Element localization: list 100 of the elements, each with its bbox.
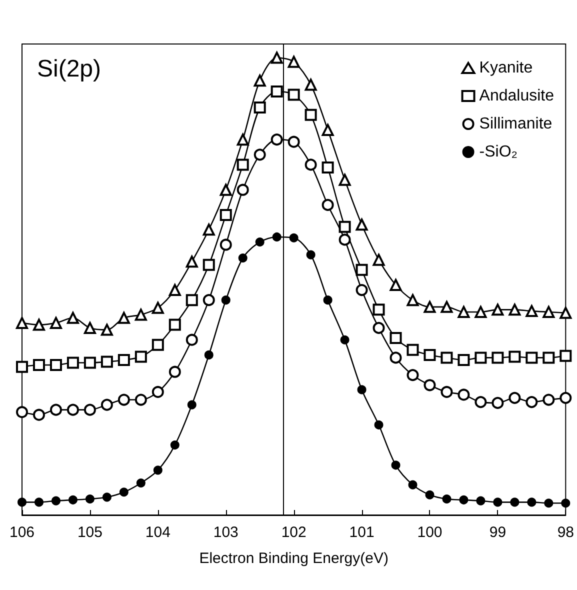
- point: [84, 356, 96, 369]
- point: [476, 496, 486, 506]
- point: [16, 316, 28, 329]
- point: [493, 498, 502, 507]
- point: [390, 352, 402, 364]
- point: [306, 250, 316, 260]
- point: [458, 306, 470, 318]
- point: [34, 498, 44, 507]
- point: [424, 300, 436, 313]
- point: [66, 404, 79, 416]
- point: [100, 398, 113, 411]
- legend-label: Kyanite: [479, 60, 533, 76]
- x-tick-label: 101: [349, 524, 374, 541]
- point: [50, 359, 62, 372]
- point: [340, 335, 350, 344]
- point: [136, 478, 146, 488]
- point: [322, 198, 334, 211]
- point: [474, 396, 487, 408]
- point: [118, 394, 130, 406]
- point: [542, 394, 555, 406]
- point: [186, 256, 198, 268]
- point: [288, 56, 300, 68]
- point: [50, 316, 62, 329]
- x-tick-label: 100: [417, 524, 442, 541]
- point: [560, 392, 572, 404]
- point: [526, 352, 538, 364]
- point: [236, 184, 249, 196]
- point: [100, 356, 113, 368]
- point: [288, 88, 300, 101]
- point: [170, 440, 180, 450]
- point: [204, 350, 214, 360]
- point: [458, 388, 470, 401]
- point: [425, 490, 434, 500]
- point: [542, 306, 555, 318]
- point: [304, 78, 317, 91]
- point: [508, 392, 521, 404]
- point: [118, 354, 130, 366]
- point: [560, 350, 572, 362]
- point: [84, 404, 96, 416]
- point: [134, 394, 147, 406]
- point: [544, 498, 554, 508]
- point: [323, 296, 332, 305]
- point: [16, 406, 28, 418]
- point: [66, 356, 79, 369]
- point: [440, 386, 453, 398]
- point: [372, 254, 385, 266]
- point: [32, 318, 45, 331]
- point: [254, 74, 266, 87]
- point: [322, 161, 334, 174]
- point: [33, 408, 45, 421]
- point: [238, 254, 248, 263]
- point: [118, 312, 130, 324]
- x-tick-label: 99: [489, 524, 506, 541]
- point: [85, 494, 94, 504]
- point: [152, 338, 164, 351]
- point: [102, 492, 112, 502]
- point: [168, 284, 181, 296]
- point: [440, 352, 453, 364]
- point: [527, 498, 536, 507]
- point: [50, 404, 62, 416]
- point: [236, 158, 249, 171]
- point: [424, 348, 436, 361]
- point: [270, 52, 283, 64]
- point: [372, 304, 385, 316]
- point: [424, 379, 436, 392]
- point: [510, 498, 520, 507]
- point: [391, 460, 400, 470]
- point: [338, 234, 351, 246]
- point: [254, 102, 266, 114]
- point: [561, 498, 570, 508]
- x-tick-label: 106: [9, 524, 35, 541]
- x-tick-label: 98: [557, 524, 574, 541]
- point: [357, 385, 366, 394]
- point: [560, 306, 572, 319]
- point: [458, 354, 470, 366]
- x-tick-label: 102: [281, 524, 306, 541]
- point: [100, 324, 113, 336]
- x-tick-label: 105: [77, 524, 102, 541]
- point: [220, 238, 232, 251]
- point: [406, 294, 419, 306]
- point: [220, 184, 232, 196]
- point: [304, 108, 317, 121]
- point: [134, 350, 147, 363]
- legend-label: -SiO₂: [479, 144, 518, 160]
- point: [406, 369, 419, 382]
- point: [356, 218, 368, 231]
- point: [442, 494, 452, 504]
- point: [119, 488, 128, 497]
- x-tick-label: 103: [213, 524, 238, 541]
- point: [492, 352, 504, 364]
- point: [474, 352, 487, 364]
- point: [84, 322, 96, 334]
- point: [372, 322, 385, 334]
- point: [338, 220, 351, 233]
- point: [202, 224, 215, 236]
- point: [508, 350, 521, 363]
- point: [32, 359, 45, 372]
- point: [68, 495, 78, 504]
- point: [272, 232, 282, 242]
- point: [220, 209, 232, 222]
